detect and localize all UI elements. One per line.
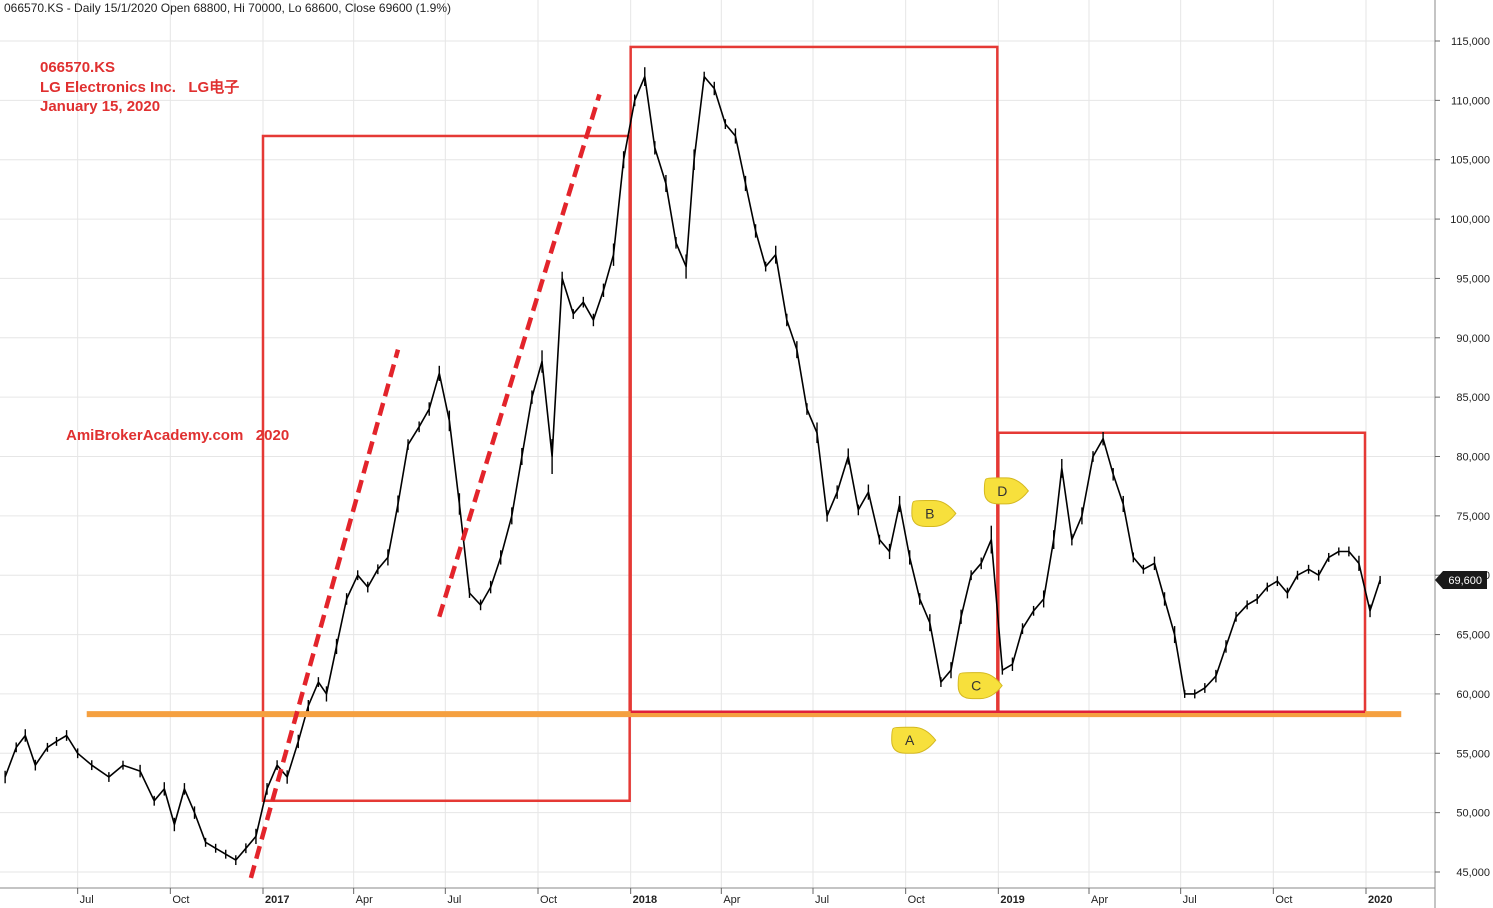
marker-tag [911,499,957,527]
chart-header: 066570.KS - Daily 15/1/2020 Open 68800, … [4,1,451,15]
x-tick-label: 2020 [1368,894,1392,906]
trendline [437,93,602,618]
x-tick-label: Apr [356,894,373,906]
last-price-badge [1435,570,1487,589]
marker-label: A [905,732,915,748]
y-tick-label: 45,000 [1456,867,1490,879]
y-tick-label: 85,000 [1456,392,1490,404]
x-tick-label: Jul [447,894,461,906]
y-tick-label: 55,000 [1456,748,1490,760]
x-tick-label: Oct [908,894,925,906]
y-tick-label: 80,000 [1456,452,1490,464]
y-tick-label: 100,000 [1450,214,1490,226]
price-layer [4,67,1381,866]
y-axis: 45,00050,00055,00060,00065,00070,00075,0… [1435,36,1490,879]
x-tick-label: 2018 [633,894,657,906]
marker-tag [957,672,1003,700]
x-tick-label: Apr [723,894,740,906]
y-tick-label: 50,000 [1456,808,1490,820]
y-tick-label: 105,000 [1450,155,1490,167]
y-tick-label: 60,000 [1456,689,1490,701]
x-tick-label: Jul [1183,894,1197,906]
y-tick-label: 95,000 [1456,273,1490,285]
x-tick-label: Oct [1275,894,1292,906]
marker-label: C [971,678,981,694]
date-label: January 15, 2020 [40,98,160,115]
x-tick-label: Jul [80,894,94,906]
watermark-label: AmiBrokerAcademy.com 2020 [66,427,289,444]
x-tick-label: Oct [172,894,189,906]
marker-tag [983,477,1029,505]
marker-tag [891,726,937,754]
trendline [248,349,401,879]
y-tick-label: 90,000 [1456,333,1490,345]
y-tick-label: 110,000 [1451,95,1490,107]
overlay-layer [86,93,1402,879]
x-axis: Jul Oct 2017 Apr Jul Oct 2018 Apr Jul Oct 2019 Apr J… [77,888,1392,906]
last-price-label: 69,600 [1448,575,1482,587]
marker-layer: A B C D [891,477,1029,754]
x-tick-label: Oct [540,894,557,906]
company-label: LG Electronics Inc. LG电子 [40,78,239,96]
marker-label: B [925,505,934,521]
y-tick-label: 65,000 [1456,630,1490,642]
y-tick-label: 115,000 [1451,36,1490,48]
x-tick-label: 2017 [265,894,289,906]
ticker-label: 066570.KS [40,59,115,76]
marker-label: D [997,483,1007,499]
x-tick-label: Jul [815,894,829,906]
x-tick-label: 2019 [1000,894,1024,906]
y-tick-label: 75,000 [1456,511,1490,523]
x-tick-label: Apr [1091,894,1108,906]
